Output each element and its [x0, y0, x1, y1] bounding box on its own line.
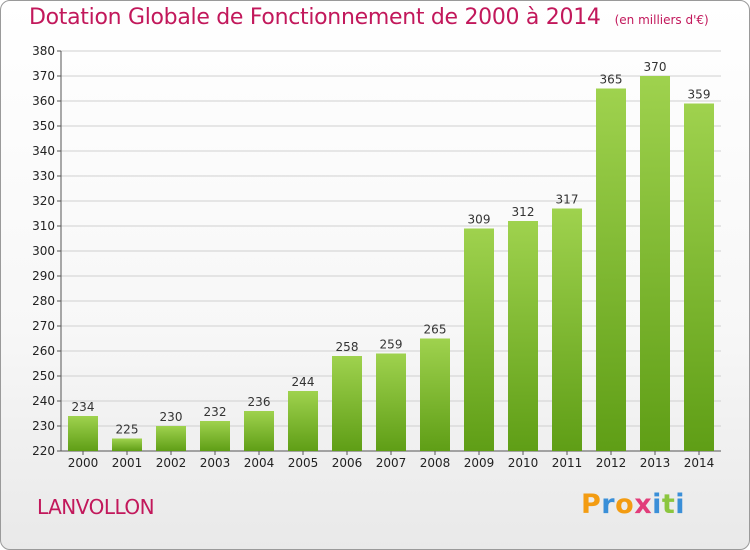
- y-tick-label: 310: [32, 219, 55, 233]
- bar-2011: [552, 208, 582, 451]
- x-tick-label-2012: 2012: [596, 456, 627, 470]
- bar-2005: [288, 391, 318, 451]
- x-tick-label-2014: 2014: [684, 456, 715, 470]
- bar-2010: [508, 221, 538, 451]
- logo-letter: i: [652, 489, 662, 520]
- y-tick-label: 340: [32, 144, 55, 158]
- value-label-2010: 312: [512, 205, 535, 219]
- y-tick-label: 230: [32, 419, 55, 433]
- bar-2012: [596, 88, 626, 451]
- y-tick-label: 260: [32, 344, 55, 358]
- x-tick-label-2013: 2013: [640, 456, 671, 470]
- bar-2000: [68, 416, 98, 451]
- bar-2003: [200, 421, 230, 451]
- logo-letter: r: [601, 489, 616, 520]
- logo-letter: i: [675, 489, 686, 520]
- x-tick-label-2005: 2005: [288, 456, 319, 470]
- value-label-2006: 258: [336, 340, 359, 354]
- x-tick-label-2010: 2010: [508, 456, 539, 470]
- value-label-2014: 359: [688, 88, 711, 102]
- y-tick-label: 350: [32, 119, 55, 133]
- bar-2002: [156, 426, 186, 451]
- y-tick-label: 240: [32, 394, 55, 408]
- x-tick-label-2002: 2002: [156, 456, 187, 470]
- x-tick-label-2000: 2000: [68, 456, 99, 470]
- x-tick-label-2007: 2007: [376, 456, 407, 470]
- proxiti-logo: Proxiti: [581, 489, 685, 520]
- y-tick-label: 280: [32, 294, 55, 308]
- x-tick-label-2003: 2003: [200, 456, 231, 470]
- y-tick-label: 370: [32, 69, 55, 83]
- value-label-2007: 259: [380, 338, 403, 352]
- bar-2006: [332, 356, 362, 451]
- bar-2001: [112, 438, 142, 451]
- logo-letter: P: [581, 489, 602, 520]
- logo-letter: t: [661, 489, 676, 520]
- chart-title: Dotation Globale de Fonctionnement de 20…: [29, 5, 709, 30]
- chart-title-text: Dotation Globale de Fonctionnement de 20…: [29, 5, 601, 30]
- x-tick-label-2008: 2008: [420, 456, 451, 470]
- y-tick-label: 270: [32, 319, 55, 333]
- x-tick-label-2001: 2001: [112, 456, 143, 470]
- y-tick-label: 320: [32, 194, 55, 208]
- value-label-2012: 365: [600, 73, 623, 87]
- value-label-2002: 230: [160, 410, 183, 424]
- y-tick-label: 250: [32, 369, 55, 383]
- value-label-2005: 244: [292, 375, 315, 389]
- value-label-2003: 232: [204, 405, 227, 419]
- y-tick-label: 290: [32, 269, 55, 283]
- x-tick-label-2009: 2009: [464, 456, 495, 470]
- bar-2009: [464, 228, 494, 451]
- bar-2014: [684, 103, 714, 451]
- logo-letter: o: [615, 489, 635, 520]
- y-tick-label: 360: [32, 94, 55, 108]
- value-label-2009: 309: [468, 213, 491, 227]
- x-tick-label-2011: 2011: [552, 456, 583, 470]
- logo-letter: x: [634, 489, 653, 520]
- bar-2008: [420, 338, 450, 451]
- bar-2007: [376, 353, 406, 451]
- y-tick-label: 300: [32, 244, 55, 258]
- y-tick-label: 220: [32, 444, 55, 458]
- bar-2013: [640, 76, 670, 451]
- x-tick-label-2004: 2004: [244, 456, 275, 470]
- bar-2004: [244, 411, 274, 451]
- value-label-2011: 317: [556, 193, 579, 207]
- value-label-2000: 234: [72, 400, 95, 414]
- value-label-2004: 236: [248, 395, 271, 409]
- value-label-2013: 370: [644, 60, 667, 74]
- chart-subtitle: (en milliers d'€): [614, 13, 709, 27]
- y-tick-label: 380: [32, 44, 55, 58]
- x-tick-label-2006: 2006: [332, 456, 363, 470]
- value-label-2001: 225: [116, 423, 139, 437]
- y-tick-label: 330: [32, 169, 55, 183]
- commune-name: LANVOLLON: [37, 495, 155, 519]
- value-label-2008: 265: [424, 323, 447, 337]
